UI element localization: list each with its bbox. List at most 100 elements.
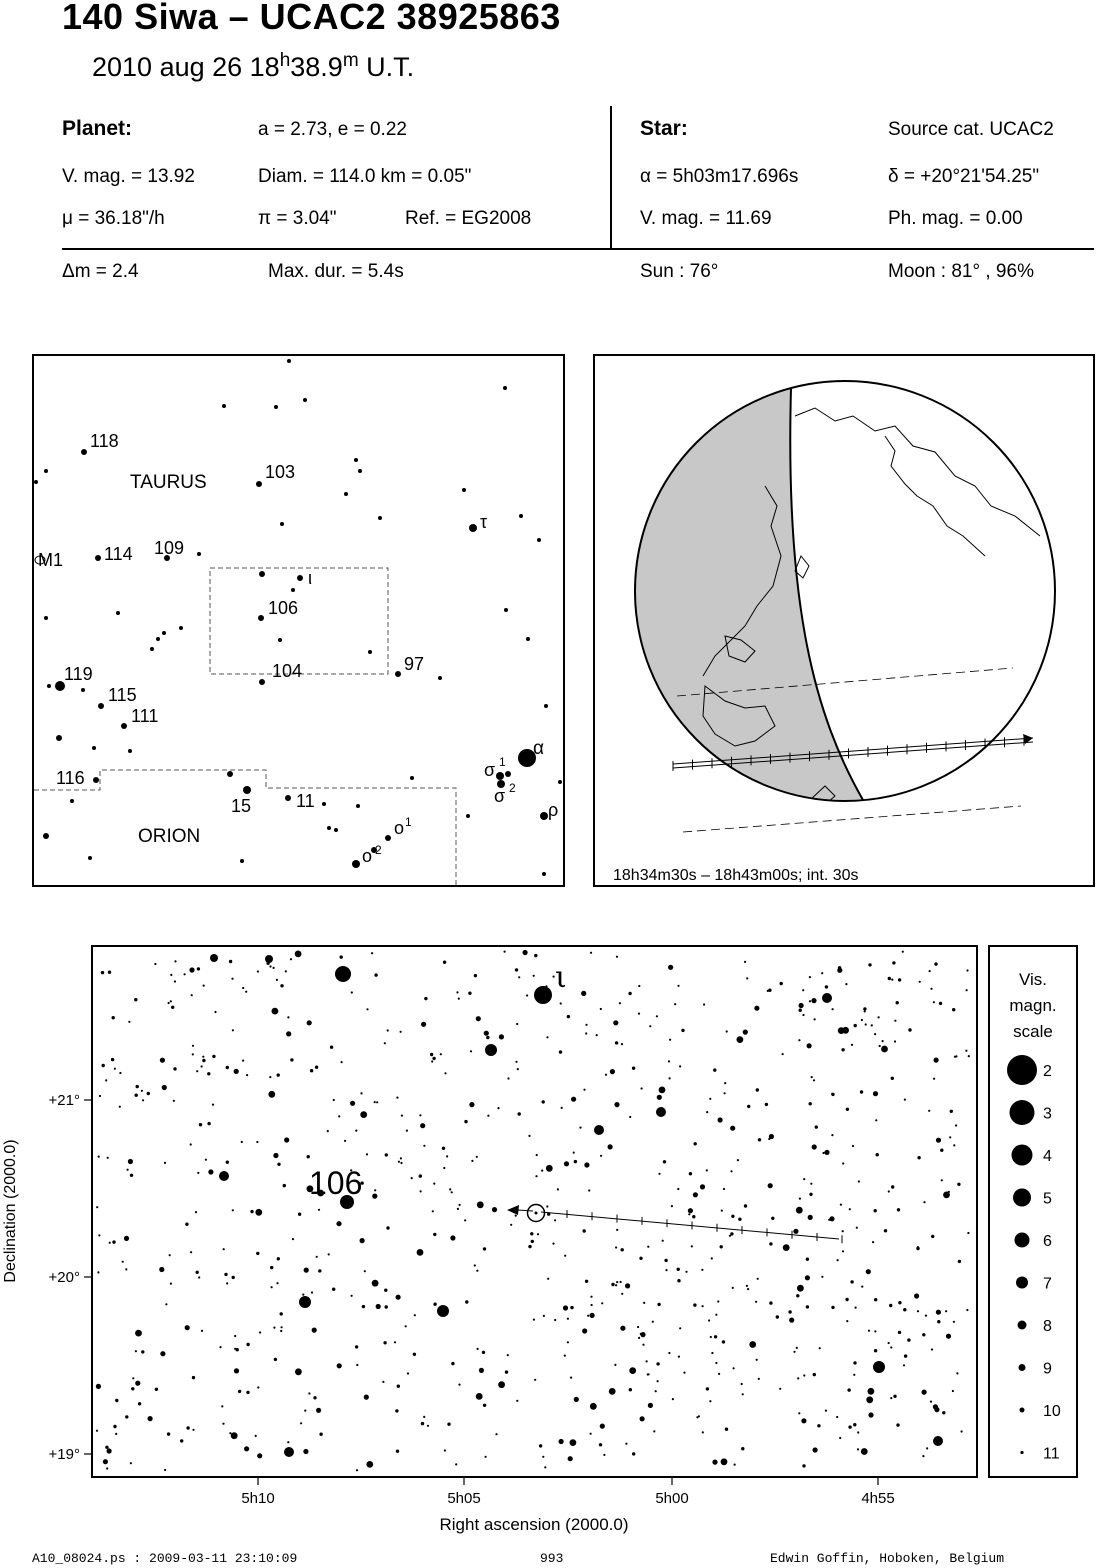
- detail-star: [495, 1433, 498, 1436]
- detail-star: [184, 1325, 190, 1331]
- detail-star: [306, 1020, 312, 1026]
- detail-star: [836, 1415, 839, 1419]
- detail-star: [244, 1446, 250, 1452]
- detail-star: [887, 976, 891, 981]
- detail-star: [721, 1340, 726, 1344]
- detail-star: [803, 1178, 806, 1181]
- detail-star: [637, 1325, 640, 1329]
- detail-star: [769, 1301, 773, 1305]
- asteroid-track: [507, 1203, 843, 1244]
- detail-star: [688, 1213, 691, 1216]
- detail-star: [655, 1015, 659, 1018]
- detail-star: [802, 1013, 805, 1017]
- detail-star: [514, 968, 519, 972]
- detail-star: [643, 1301, 646, 1304]
- terminator-line: [789, 387, 864, 801]
- y-tick-label: +19°: [49, 1446, 80, 1463]
- star-vmag: V. mag. = 11.69: [640, 208, 772, 229]
- scale-dot: [1019, 1407, 1025, 1413]
- detail-star: [893, 1040, 897, 1043]
- detail-star: [302, 1293, 305, 1296]
- finder-star: [505, 771, 511, 777]
- detail-star: [562, 1305, 569, 1311]
- detail-star: [316, 1407, 322, 1413]
- finder-star: [156, 637, 160, 641]
- detail-star: [709, 1097, 712, 1100]
- detail-star: [798, 1039, 801, 1042]
- detail-star: [250, 1209, 254, 1214]
- finder-star: [544, 704, 548, 708]
- detail-star: [105, 1079, 108, 1082]
- finder-star: [327, 826, 331, 830]
- track-arrow: [1023, 734, 1033, 744]
- y-tick-label: +20°: [49, 1269, 80, 1286]
- detail-star: [878, 1044, 881, 1048]
- detail-star: [640, 1332, 646, 1338]
- finder-star: [227, 771, 233, 777]
- detail-star: [804, 1275, 811, 1281]
- detail-star: [856, 1448, 860, 1451]
- detail-star: [556, 1188, 559, 1191]
- detail-star: [824, 1409, 828, 1412]
- detail-star: [872, 1241, 875, 1244]
- bright-star: [873, 1361, 885, 1373]
- detail-star: [907, 1338, 911, 1342]
- detail-star: [949, 1136, 952, 1139]
- finder-label: 119: [64, 664, 93, 684]
- detail-star: [242, 986, 245, 990]
- detail-star: [693, 1142, 697, 1146]
- detail-star: [945, 1310, 948, 1313]
- detail-star: [696, 1416, 699, 1419]
- detail-star: [221, 1405, 224, 1408]
- detail-star: [955, 1055, 958, 1058]
- detail-star: [932, 1404, 939, 1410]
- detail-star: [450, 1235, 456, 1241]
- detail-star: [851, 1144, 855, 1148]
- detail-star: [604, 1073, 608, 1076]
- detail-star: [211, 1103, 215, 1106]
- detail-star: [860, 1448, 868, 1455]
- detail-star: [360, 1092, 363, 1095]
- detail-star: [917, 1156, 921, 1160]
- detail-star: [100, 970, 105, 975]
- finder-star: [43, 833, 49, 839]
- detail-star: [731, 1214, 735, 1218]
- detail-star: [306, 1155, 310, 1159]
- scale-dot: [1016, 1276, 1028, 1289]
- detail-star: [374, 1189, 377, 1192]
- detail-star: [110, 1057, 115, 1062]
- detail-star: [661, 1239, 664, 1242]
- detail-star: [812, 1372, 816, 1377]
- detail-star: [418, 1174, 422, 1178]
- detail-star: [713, 1068, 717, 1072]
- detail-star: [616, 1228, 619, 1231]
- detail-star: [585, 1032, 588, 1035]
- finder-star: [274, 405, 278, 409]
- detail-star: [366, 1461, 374, 1468]
- detail-star: [647, 1402, 654, 1408]
- detail-star: [656, 1094, 662, 1100]
- detail-star: [469, 1102, 475, 1108]
- track-line: [540, 1211, 840, 1240]
- detail-star: [903, 1098, 907, 1101]
- finder-star: [322, 802, 326, 806]
- detail-star: [444, 1072, 447, 1075]
- detail-star: [350, 1169, 353, 1172]
- detail-star: [736, 1159, 740, 1162]
- ut-text: U.T.: [358, 52, 415, 82]
- detail-star: [382, 1380, 385, 1383]
- finder-star: [197, 552, 201, 556]
- detail-star: [319, 1269, 322, 1272]
- detail-star: [313, 1396, 317, 1400]
- detail-star: [169, 1000, 172, 1003]
- detail-star: [476, 1347, 479, 1350]
- detail-star: [793, 1228, 799, 1234]
- detail-star: [412, 1352, 417, 1356]
- detail-star: [795, 1346, 798, 1349]
- detail-star: [647, 1245, 650, 1248]
- x-tick-label: 5h05: [447, 1490, 480, 1507]
- finder-label: 115: [108, 685, 137, 705]
- detail-star: [97, 1155, 100, 1158]
- detail-star: [677, 1187, 680, 1191]
- scale-label: 5: [1043, 1191, 1052, 1208]
